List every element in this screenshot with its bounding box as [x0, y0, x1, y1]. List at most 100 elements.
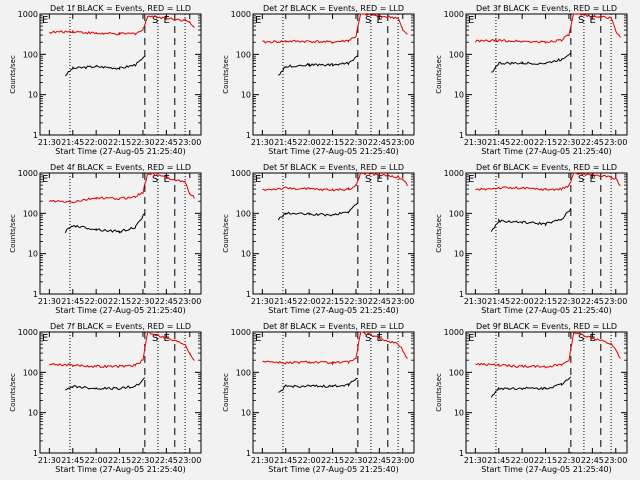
y-tick-label: 10 [241, 91, 251, 100]
y-tick-label: 1 [246, 449, 251, 458]
x-axis-label: Start Time (27-Aug-05 21:25:40) [55, 306, 186, 315]
plot-frame [252, 331, 415, 454]
series-events-line [491, 52, 572, 73]
series-events-line [490, 207, 572, 232]
y-tick-label: 10 [241, 250, 251, 259]
event-annotation: E [255, 174, 261, 185]
x-tick-label: 21:30 [464, 456, 487, 465]
event-annotation: S [365, 333, 371, 344]
y-axis-label: Counts/sec [9, 55, 17, 94]
series-events-line [64, 213, 146, 234]
event-annotation: E [590, 174, 596, 185]
x-tick-label: 22:45 [155, 297, 178, 306]
panel-title: Det 1f BLACK = Events, RED = LLD [50, 4, 191, 13]
y-axis-label: Counts/sec [435, 214, 443, 253]
panel-det-4: Det 4f BLACK = Events, RED = LLD 1 10 100 10… [9, 163, 202, 315]
x-tick-label: 22:00 [298, 456, 321, 465]
x-tick-label: 23:00 [391, 138, 414, 147]
event-annotation: S [152, 174, 158, 185]
panel-det-9: Det 9f BLACK = Events, RED = LLD 1 10 100 10… [435, 322, 628, 474]
panel-det-6: Det 6f BLACK = Events, RED = LLD 1 10 100 10… [435, 163, 628, 315]
x-tick-label: 21:45 [487, 138, 510, 147]
x-tick-label: 22:00 [511, 297, 534, 306]
y-tick-label: 1000 [231, 10, 251, 19]
y-axis-label: Counts/sec [435, 55, 443, 94]
x-tick-label: 21:45 [61, 138, 84, 147]
plot-frame [39, 13, 202, 136]
event-annotation: E [377, 174, 383, 185]
y-tick-label: 1 [459, 290, 464, 299]
y-tick-label: 1 [246, 131, 251, 140]
series-lld-line [262, 13, 408, 45]
plot-frame [465, 13, 628, 136]
y-tick-label: 1 [33, 449, 38, 458]
y-tick-label: 100 [23, 209, 38, 218]
y-axis-label: Counts/sec [9, 373, 17, 412]
plot-frame [39, 331, 202, 454]
y-tick-label: 1 [33, 290, 38, 299]
event-annotation: E [164, 174, 170, 185]
y-tick-label: 10 [454, 409, 464, 418]
x-tick-label: 21:45 [61, 456, 84, 465]
event-annotation: S [578, 333, 584, 344]
y-tick-label: 100 [449, 209, 464, 218]
x-tick-label: 21:45 [61, 297, 84, 306]
series-lld-line [474, 13, 621, 44]
x-tick-label: 22:00 [511, 138, 534, 147]
x-tick-label: 21:30 [38, 456, 61, 465]
event-annotation: E [468, 174, 474, 185]
panel-det-5: Det 5f BLACK = Events, RED = LLD 1 10 100 10… [222, 163, 415, 315]
plot-frame [252, 172, 415, 295]
y-tick-label: 1000 [18, 10, 38, 19]
y-tick-label: 1000 [444, 169, 464, 178]
x-tick-label: 22:45 [368, 138, 391, 147]
x-tick-label: 22:00 [85, 138, 108, 147]
series-lld-line [262, 172, 408, 192]
panel-det-1: Det 1f BLACK = Events, RED = LLD 1 10 100 10… [9, 4, 202, 156]
event-annotation: E [468, 333, 474, 344]
y-axis-label: Counts/sec [9, 214, 17, 253]
y-tick-label: 1000 [18, 169, 38, 178]
x-tick-label: 23:00 [604, 297, 627, 306]
event-annotation: S [152, 15, 158, 26]
x-axis-label: Start Time (27-Aug-05 21:25:40) [268, 465, 399, 474]
x-axis-label: Start Time (27-Aug-05 21:25:40) [481, 465, 612, 474]
x-tick-label: 22:15 [108, 456, 131, 465]
y-tick-label: 10 [454, 250, 464, 259]
y-tick-label: 1 [33, 131, 38, 140]
y-tick-label: 10 [454, 91, 464, 100]
y-axis-label: Counts/sec [435, 373, 443, 412]
event-annotation: S [578, 174, 584, 185]
event-annotation: E [42, 333, 48, 344]
event-annotation: E [164, 15, 170, 26]
x-tick-label: 22:30 [131, 297, 154, 306]
x-tick-label: 22:30 [557, 456, 580, 465]
x-tick-label: 22:45 [155, 138, 178, 147]
x-tick-label: 21:45 [274, 297, 297, 306]
y-tick-label: 10 [28, 409, 38, 418]
x-tick-label: 22:15 [108, 138, 131, 147]
x-tick-label: 22:15 [321, 456, 344, 465]
y-tick-label: 10 [28, 250, 38, 259]
event-annotation: E [42, 15, 48, 26]
y-tick-label: 100 [23, 50, 38, 59]
y-tick-label: 10 [241, 409, 251, 418]
y-tick-label: 100 [236, 50, 251, 59]
x-axis-label: Start Time (27-Aug-05 21:25:40) [268, 306, 399, 315]
event-annotation: S [578, 15, 584, 26]
series-events-line [278, 55, 358, 76]
y-axis-label: Counts/sec [222, 55, 230, 94]
x-tick-label: 22:00 [85, 456, 108, 465]
series-events-line [65, 377, 146, 391]
x-axis-label: Start Time (27-Aug-05 21:25:40) [481, 147, 612, 156]
plot-frame [465, 172, 628, 295]
x-tick-label: 22:00 [85, 297, 108, 306]
series-events-line [277, 202, 359, 221]
x-axis-label: Start Time (27-Aug-05 21:25:40) [268, 147, 399, 156]
event-annotation: E [42, 174, 48, 185]
x-tick-label: 22:00 [511, 456, 534, 465]
panel-det-8: Det 8f BLACK = Events, RED = LLD 1 10 100 10… [222, 322, 415, 474]
event-annotation: S [152, 333, 158, 344]
panel-title: Det 5f BLACK = Events, RED = LLD [263, 163, 404, 172]
